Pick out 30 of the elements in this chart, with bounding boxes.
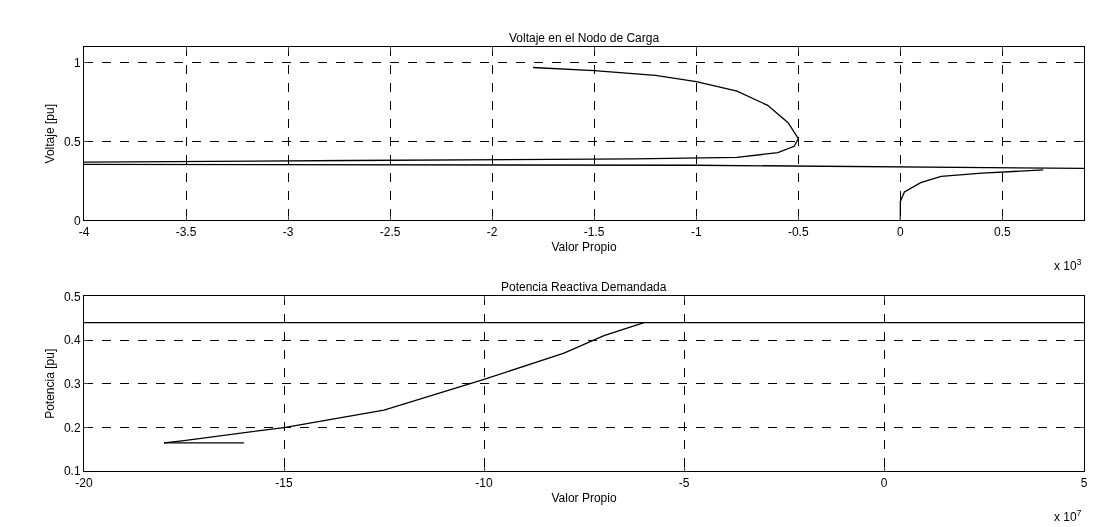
y-tick-label: 1: [73, 55, 81, 70]
text: x 10$^{7}$: [1054, 508, 1082, 525]
x-tick-label: -3.5: [175, 224, 197, 239]
x-tick-label: -2: [486, 224, 498, 239]
x-tick-label: -4: [78, 224, 90, 239]
y-axis-title: Voltaje [pu]: [43, 104, 58, 164]
y-tick-label: 0.4: [63, 333, 81, 348]
y-tick-label: 0.3: [63, 377, 81, 391]
x-tick-label: -1.5: [583, 224, 605, 239]
x-tick-label: -3: [282, 224, 294, 239]
x-tick-label: -5: [678, 475, 690, 490]
x-tick-label: 0: [880, 475, 888, 490]
y-tick-label: 0.2: [63, 420, 81, 435]
x-tick-label: 0: [896, 224, 904, 239]
x-tick-label: -1: [690, 224, 702, 239]
y-tick-label: 0.5: [63, 289, 81, 304]
y-tick-label: 0: [73, 213, 81, 228]
x-axis-title: Valor Propio: [551, 490, 617, 505]
x-axis-title: Valor Propio: [551, 239, 617, 254]
chart-title: Voltaje en el Nodo de Carga: [509, 31, 660, 45]
x-tick-label: -15: [275, 475, 293, 490]
chart-title: Potencia Reactiva Demandada: [501, 280, 667, 294]
y-axis-title: Potencia [pu]: [43, 348, 58, 419]
x-tick-label: -10: [475, 475, 493, 490]
x-tick-label: 0.5: [994, 224, 1012, 239]
x-tick-label: -0.5: [787, 224, 809, 239]
y-tick-label: 0.5: [63, 134, 81, 149]
x-tick-label: -2.5: [379, 224, 401, 239]
text: x 10$^{3}$: [1054, 257, 1082, 274]
x-tick-label: 5: [1080, 475, 1088, 490]
